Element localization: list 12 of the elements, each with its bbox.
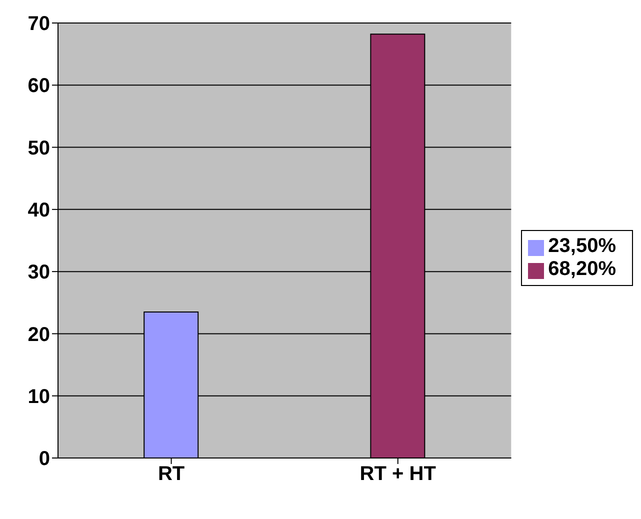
legend-label: 23,50% <box>548 235 616 257</box>
y-tick-label: 20 <box>28 324 50 346</box>
legend-label: 68,20% <box>548 258 616 280</box>
y-tick-label: 70 <box>28 13 50 36</box>
y-tick-label: 30 <box>28 262 50 284</box>
y-tick-label: 40 <box>28 200 50 222</box>
y-tick-label: 50 <box>28 137 50 160</box>
x-tick-label: RT <box>158 463 185 486</box>
y-tick-label: 10 <box>28 386 50 408</box>
y-tick-label: 60 <box>28 75 50 98</box>
x-tick-label: RT + HT <box>360 463 436 486</box>
y-tick-label: 0 <box>38 448 50 470</box>
